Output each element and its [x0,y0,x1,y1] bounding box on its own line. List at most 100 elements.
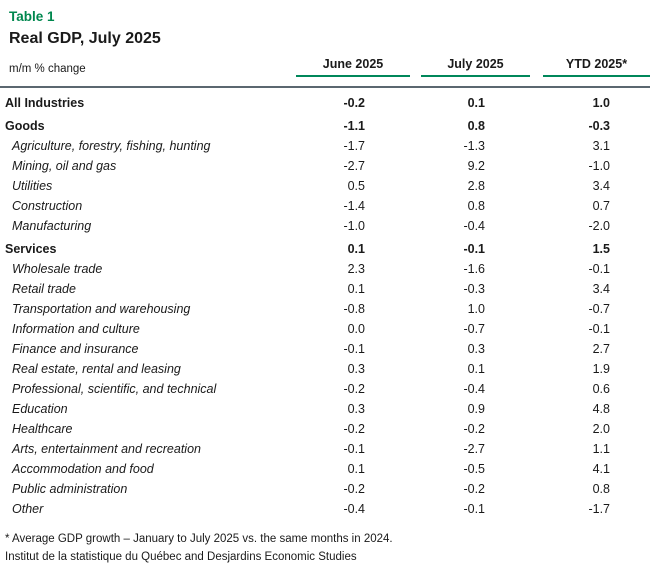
cell-ytd: -1.0 [588,159,610,173]
cell-june: 0.1 [347,462,365,476]
cell-ytd: -2.0 [588,219,610,233]
cell-ytd: 1.0 [592,96,610,110]
table-row-utilities: Utilities 0.5 2.8 3.4 [0,176,650,196]
table-number-label: Table 1 [9,9,55,24]
row-label: Healthcare [12,422,73,436]
cell-july: -0.7 [463,322,485,336]
cell-june: -0.8 [343,302,365,316]
cell-ytd: -0.7 [588,302,610,316]
row-label: Real estate, rental and leasing [12,362,181,376]
table-row-other: Other -0.4 -0.1 -1.7 [0,499,650,519]
cell-june: -0.1 [343,342,365,356]
cell-june: 0.5 [347,179,365,193]
cell-ytd: 1.5 [592,242,610,256]
cell-june: -1.7 [343,139,365,153]
cell-ytd: 1.1 [592,442,610,456]
page-title: Real GDP, July 2025 [9,30,161,47]
table-row-retail-trade: Retail trade 0.1 -0.3 3.4 [0,279,650,299]
cell-july: 0.1 [467,96,485,110]
cell-july: -0.5 [463,462,485,476]
cell-ytd: -0.3 [588,119,610,133]
cell-ytd: 3.1 [592,139,610,153]
cell-july: 0.3 [467,342,485,356]
table-row-finance-insurance: Finance and insurance -0.1 0.3 2.7 [0,339,650,359]
row-label: Public administration [12,482,128,496]
footnote-asterisk: * Average GDP growth – January to July 2… [5,533,393,545]
cell-ytd: 0.7 [592,199,610,213]
row-label: Education [12,402,68,416]
cell-july: -0.4 [463,219,485,233]
cell-july: 1.0 [467,302,485,316]
unit-label: m/m % change [9,63,86,75]
row-label: Construction [12,199,83,213]
cell-ytd: 3.4 [592,179,610,193]
cell-ytd: 0.8 [592,482,610,496]
table-row-wholesale-trade: Wholesale trade 2.3 -1.6 -0.1 [0,259,650,279]
row-label: Arts, entertainment and recreation [12,442,201,456]
cell-ytd: 4.1 [592,462,610,476]
cell-june: 0.3 [347,362,365,376]
cell-june: 2.3 [347,262,365,276]
row-label: Information and culture [12,322,140,336]
cell-july: -0.1 [463,502,485,516]
cell-june: 0.3 [347,402,365,416]
cell-june: -0.1 [343,442,365,456]
cell-ytd: -1.7 [588,502,610,516]
cell-july: -0.2 [463,422,485,436]
row-label: Wholesale trade [12,262,103,276]
cell-june: -0.2 [343,482,365,496]
row-label: Retail trade [12,282,76,296]
cell-july: -0.1 [463,242,485,256]
table-row-manufacturing: Manufacturing -1.0 -0.4 -2.0 [0,216,650,236]
cell-ytd: 2.7 [592,342,610,356]
title-block: Table 1 Real GDP, July 2025 [0,0,650,48]
cell-june: -0.2 [343,382,365,396]
cell-june: -1.0 [343,219,365,233]
cell-july: 0.1 [467,362,485,376]
table-body: All Industries -0.2 0.1 1.0 Goods -1.1 0… [0,93,650,519]
row-label: Finance and insurance [12,342,139,356]
table-row-professional: Professional, scientific, and technical … [0,379,650,399]
row-label: All Industries [5,96,85,110]
cell-july: -1.3 [463,139,485,153]
cell-july: -2.7 [463,442,485,456]
row-label: Transportation and warehousing [12,302,191,316]
cell-june: 0.0 [347,322,365,336]
cell-july: 2.8 [467,179,485,193]
cell-june: -2.7 [343,159,365,173]
cell-ytd: -0.1 [588,262,610,276]
cell-june: 0.1 [347,242,365,256]
cell-july: 0.8 [467,199,485,213]
row-label: Utilities [12,179,53,193]
row-label: Agriculture, forestry, fishing, hunting [12,139,211,153]
table-row-healthcare: Healthcare -0.2 -0.2 2.0 [0,419,650,439]
row-label: Services [5,242,57,256]
table-row-agriculture: Agriculture, forestry, fishing, hunting … [0,136,650,156]
table-row-education: Education 0.3 0.9 4.8 [0,399,650,419]
cell-ytd: 2.0 [592,422,610,436]
cell-ytd: 0.6 [592,382,610,396]
cell-june: -1.4 [343,199,365,213]
footnotes: * Average GDP growth – January to July 2… [0,530,650,566]
table-row-arts-entertainment: Arts, entertainment and recreation -0.1 … [0,439,650,459]
table-column-header-row: m/m % change June 2025 July 2025 YTD 202… [0,57,650,77]
cell-july: 0.9 [467,402,485,416]
cell-july: 0.8 [467,119,485,133]
cell-july: -0.2 [463,482,485,496]
row-label: Goods [5,119,45,133]
header-divider-rule [0,86,650,88]
table-row-accommodation-food: Accommodation and food 0.1 -0.5 4.1 [0,459,650,479]
table-row-real-estate: Real estate, rental and leasing 0.3 0.1 … [0,359,650,379]
table-row-all-industries: All Industries -0.2 0.1 1.0 [0,93,650,113]
row-label: Accommodation and food [12,462,154,476]
table-row-public-administration: Public administration -0.2 -0.2 0.8 [0,479,650,499]
row-label: Professional, scientific, and technical [12,382,217,396]
cell-july: 9.2 [467,159,485,173]
cell-july: -0.4 [463,382,485,396]
cell-june: -0.2 [343,96,365,110]
table-row-information-culture: Information and culture 0.0 -0.7 -0.1 [0,319,650,339]
row-label: Other [12,502,44,516]
cell-june: -0.2 [343,422,365,436]
cell-ytd: 3.4 [592,282,610,296]
table-row-mining: Mining, oil and gas -2.7 9.2 -1.0 [0,156,650,176]
